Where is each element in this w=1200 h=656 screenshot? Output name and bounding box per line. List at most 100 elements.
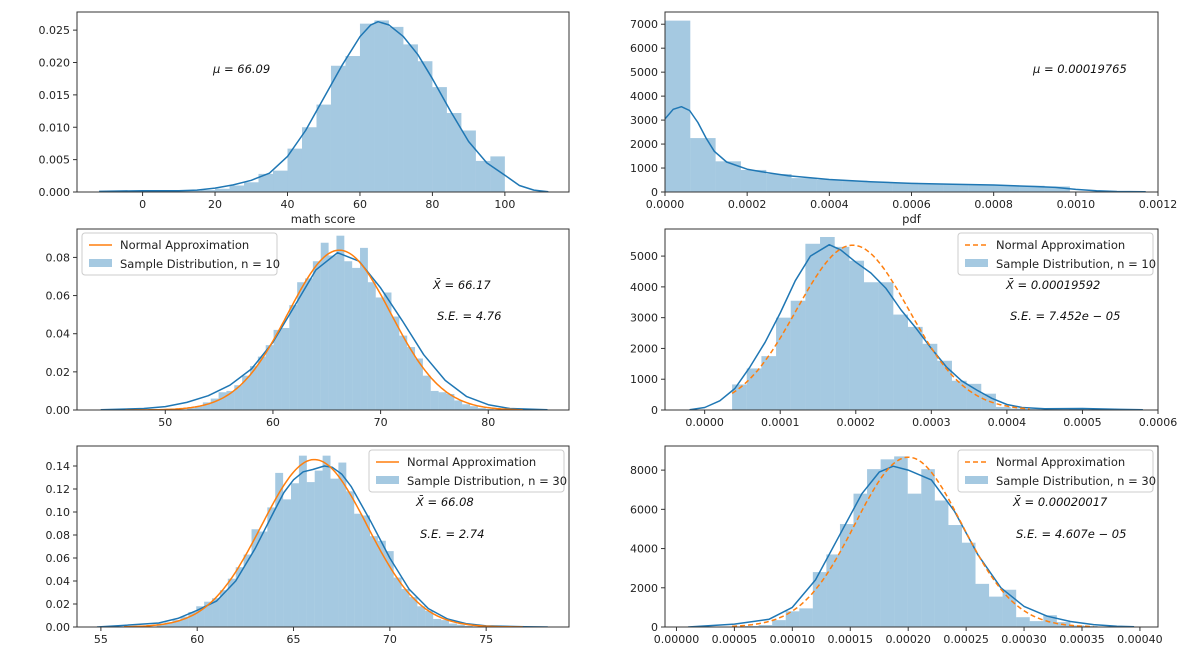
histogram-bar [204,601,213,627]
histogram-bar [218,392,227,410]
histogram-bar [391,316,400,410]
subplot-5: 55 60 65 70 75 0.00 0.02 0.04 0.06 0.08 0.10 0.12 0.… [46,445,570,646]
histogram-bar [305,278,313,410]
y-tick-label: 0.08 [46,251,71,264]
histogram-bar [375,297,384,410]
x-tick-label: 55 [94,633,108,646]
histogram-bar [289,305,298,410]
histogram-bar [785,611,800,627]
histogram-bar [834,246,850,410]
histogram-bar [820,237,835,410]
histogram-bar [441,620,449,627]
x-tick-label: 0 [139,198,146,211]
histogram-bar [464,625,473,627]
histogram-bar [446,113,462,192]
y-tick-label: 1000 [630,162,658,175]
histogram-bar [715,161,741,192]
x-tick-label: 0.0005 [1063,416,1102,429]
axes-frame [76,445,570,628]
histogram-bar [758,625,773,627]
y-tick-label: 8000 [630,464,658,477]
histogram-bar [186,190,201,192]
x-tick-label: 0.0003 [912,416,951,429]
legend-label-normal: Normal Approximation [407,455,536,469]
histogram-bar [878,282,894,410]
y-tick-label: 4000 [630,281,658,294]
histogram-bar [1016,617,1030,627]
histogram-bar [338,462,347,627]
histogram-bar [448,623,457,627]
histogram-bar [446,393,455,410]
histogram-bar [298,455,307,627]
histogram-bar [470,406,478,410]
y-tick-label: 0.06 [46,552,71,565]
histogram-bar [849,260,865,410]
subplot-3: 50 60 70 80 0.00 0.02 0.04 0.06 0.08 X̄ = 66.17 S.… [46,228,570,429]
histogram-bar [316,104,331,192]
kde-line [96,465,548,627]
histogram-bar [283,499,292,627]
axes-frame [76,11,570,193]
plot-area [100,235,548,410]
histogram-bar [826,554,840,627]
x-tick-label: 0.00020 [885,633,931,646]
histogram-bar [433,618,442,627]
histogram-bar [989,596,1003,627]
legend-histogram-swatch [965,476,988,484]
histogram-bar [746,368,762,410]
legend-label-normal: Normal Approximation [996,238,1125,252]
histogram-bar [187,408,195,410]
histogram-bar [432,87,447,192]
legend: Normal Approximation Sample Distribution,… [957,449,1156,493]
legend-histogram-swatch [89,259,112,267]
y-tick-label: 0.12 [46,483,71,496]
histogram-bar [799,608,813,627]
y-tick-label: 0.04 [46,575,71,588]
histogram-bar [1010,408,1026,410]
x-tick-label: 0.0002 [728,198,767,211]
histogram-bar [761,356,777,410]
histogram-bar [212,598,220,627]
x-tick-label: 0.00005 [712,633,758,646]
x-tick-label: 40 [280,198,294,211]
histogram-bar [281,327,290,410]
histogram-bar [422,375,431,410]
histogram-bar [880,459,895,627]
histogram-bar [477,408,486,410]
histogram-bar [180,616,189,627]
histogram-bar [893,314,908,410]
y-tick-label: 0.00 [46,404,71,417]
histogram-bar [461,130,476,192]
histogram-bar [975,583,990,627]
histogram-bar [922,343,938,410]
histogram-bar [196,606,205,627]
histogram-bar [772,620,786,627]
histogram-bar [805,243,821,410]
histogram-bar [842,180,868,192]
kde-line [688,465,1135,627]
histogram-bar [291,483,299,627]
y-tick-label: 0 [651,186,658,199]
histogram-bar [993,185,1020,192]
histogram-bar [346,491,355,627]
histogram-bar [215,188,230,192]
histogram-bar [812,572,827,627]
x-tick-label: 60 [266,416,280,429]
histogram-bar [226,390,235,410]
histogram-bar [336,235,345,410]
histogram-bar [359,23,375,192]
histogram-bar [415,358,423,410]
histogram-bar [362,515,371,627]
x-tick-label: 0.00025 [943,633,989,646]
histogram-bar [388,26,404,192]
histogram-bar [1069,408,1084,410]
standard-error-annotation: S.E. = 4.607e − 05 [1016,527,1126,541]
histogram-bar [776,317,791,410]
histogram-bar [360,247,368,410]
histogram-bar [417,606,426,627]
kde-line [99,20,549,192]
legend-histogram-swatch [965,259,988,267]
y-tick-label: 3000 [630,114,658,127]
histogram-bar [273,329,282,410]
